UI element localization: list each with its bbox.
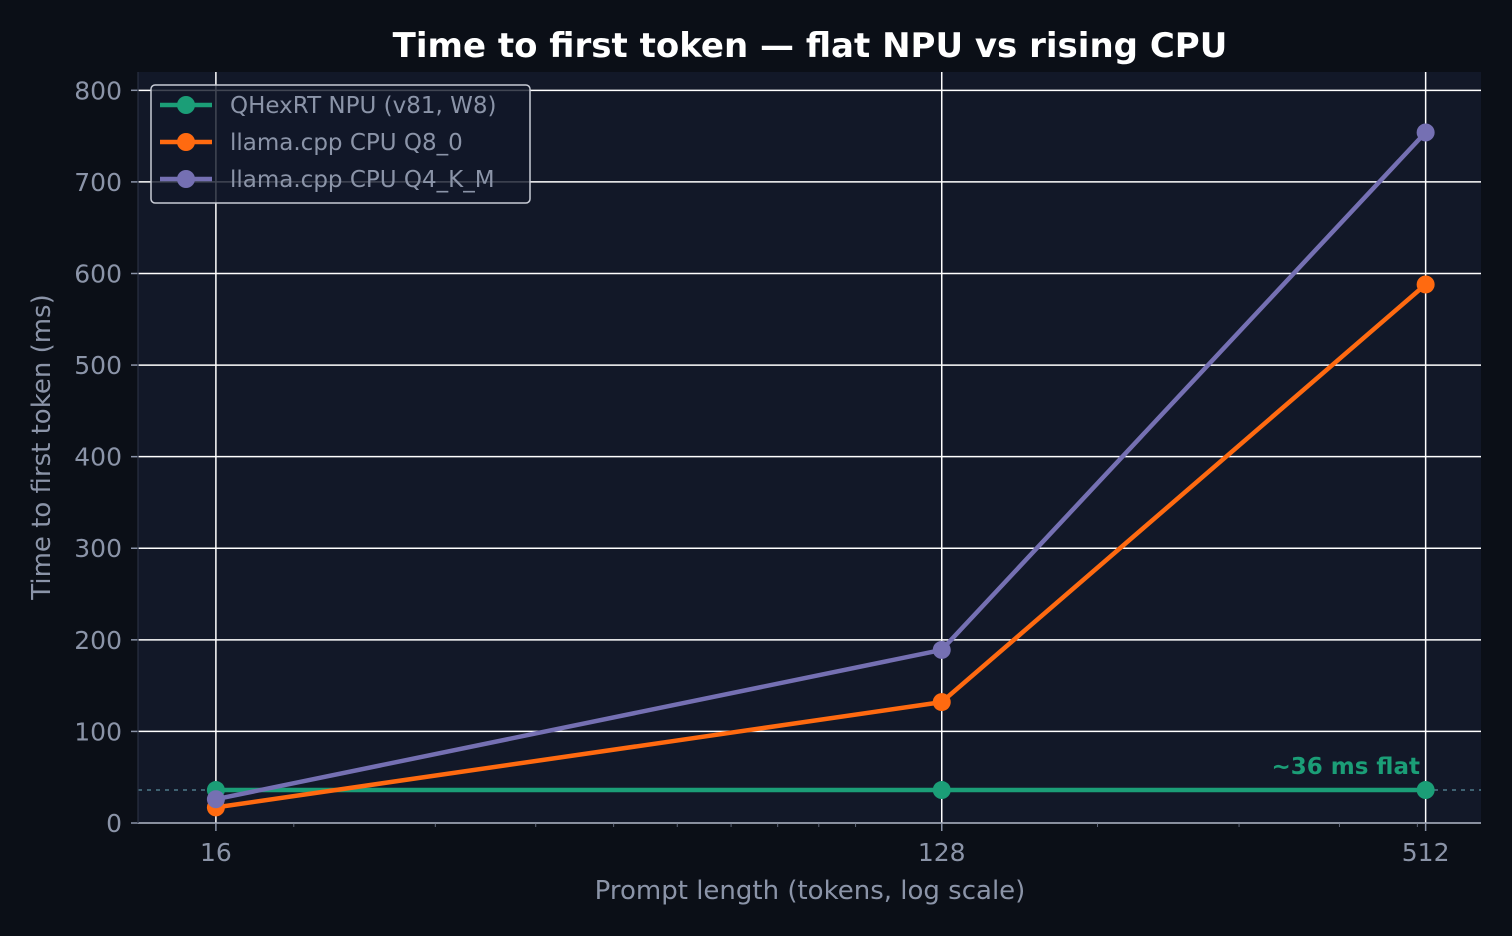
y-tick-label: 600 — [74, 259, 122, 288]
data-point — [932, 693, 951, 712]
legend: QHexRT NPU (v81, W8) llama.cpp CPU Q8_0ll… — [150, 84, 531, 204]
x-axis-label: Prompt length (tokens, log scale) — [595, 876, 1026, 906]
y-tick-label: 100 — [74, 717, 122, 746]
y-tick-label: 200 — [74, 626, 122, 655]
series-3 — [206, 123, 1435, 809]
legend-marker — [177, 133, 195, 151]
legend-label: llama.cpp CPU Q8_0 — [230, 130, 463, 156]
legend-label: QHexRT NPU (v81, W8) — [230, 93, 496, 119]
y-tick-label: 800 — [74, 76, 122, 105]
legend-box — [150, 84, 531, 204]
series-1 — [206, 781, 1435, 800]
x-tick-label: 512 — [1402, 838, 1450, 867]
y-tick-label: 0 — [106, 809, 122, 838]
x-tick-label: 128 — [918, 838, 966, 867]
y-tick-label: 500 — [74, 351, 122, 380]
data-point — [932, 640, 951, 659]
axes: 0 100 200 300 400 500 600 700 800 16 128 512 — [74, 72, 1481, 867]
y-tick-label: 300 — [74, 534, 122, 563]
y-tick-label: 400 — [74, 443, 122, 472]
data-point — [1416, 275, 1435, 294]
series-layer — [206, 123, 1435, 817]
annotation-flat: ~36 ms flat — [1271, 754, 1420, 780]
y-axis-label: Time to first token (ms) — [27, 294, 57, 600]
legend-marker — [177, 96, 195, 114]
x-tick-label: 16 — [200, 838, 232, 867]
data-point — [1416, 781, 1435, 800]
chart-title: Time to first token — flat NPU vs rising… — [393, 26, 1228, 66]
legend-marker — [177, 170, 195, 188]
grid — [138, 72, 1481, 824]
legend-label: llama.cpp CPU Q4_K_M — [230, 167, 495, 193]
y-tick-label: 700 — [74, 168, 122, 197]
data-point — [932, 781, 951, 800]
data-point — [1416, 123, 1435, 142]
data-point — [206, 790, 225, 809]
